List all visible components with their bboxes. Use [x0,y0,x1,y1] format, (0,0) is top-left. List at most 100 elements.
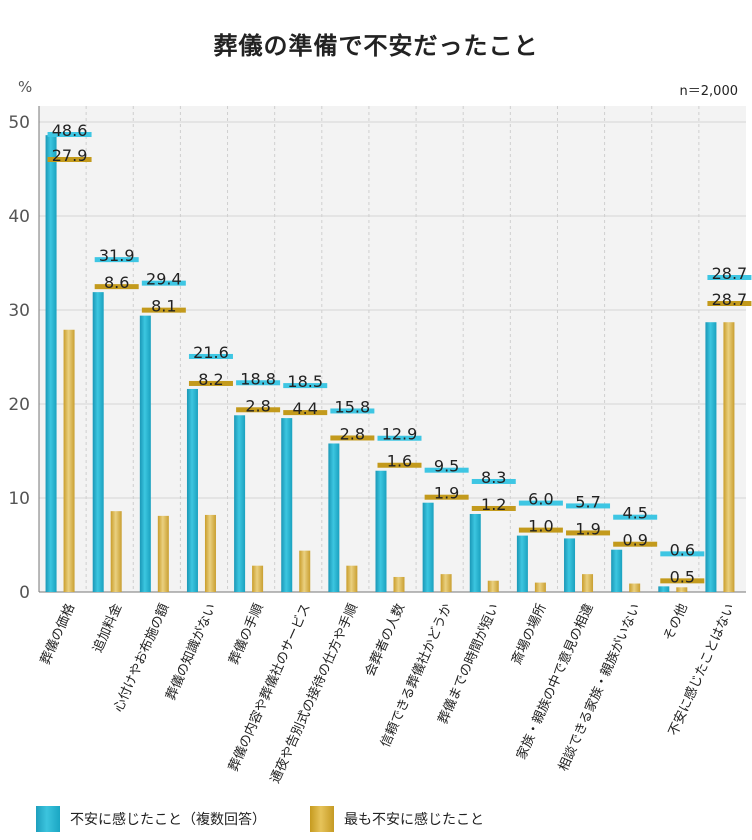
y-tick-label: 10 [8,489,30,509]
data-label-series2: 2.8 [340,424,365,443]
data-label-series1: 28.7 [712,264,748,283]
bar-series1 [658,586,670,592]
data-label-series1: 21.6 [193,343,229,362]
bar-series2 [393,576,405,592]
y-axis-unit: % [18,78,33,96]
data-label-series2: 1.2 [481,495,506,514]
x-tick-label: 葬儀の手順 [227,602,267,667]
bar-series1 [92,292,104,592]
data-label-series1: 5.7 [575,492,600,511]
bar-series1 [45,135,57,592]
data-label-series1: 48.6 [52,121,88,140]
data-label-bar-series1 [424,467,469,473]
data-label-series2: 1.0 [528,517,553,536]
data-label-bar-series2 [518,527,563,533]
x-tick-label: 相談できる家族・親族がいない [555,601,644,774]
data-label-bar-series2 [330,435,375,441]
legend-label-series1: 不安に感じたこと（複数回答） [70,812,266,828]
data-label-series1: 18.8 [240,369,276,388]
data-label-series1: 18.5 [287,372,323,391]
bar-series1 [375,470,387,592]
bar-series2 [582,574,594,592]
data-label-bar-series2 [707,301,752,306]
bar-series2 [252,565,264,592]
data-label-bar-series2 [283,410,328,416]
data-label-bar-series2 [471,505,516,511]
bar-chart: 0 10 20 30 40 50 48.6 27.9 葬儀の価格 31.9 8.6 追加料金 29.4 8… [8,106,752,786]
data-label-series1: 15.8 [335,397,371,416]
bar-series1 [186,388,198,592]
data-label-series1: 8.3 [481,468,506,487]
data-label-series1: 4.5 [622,504,647,523]
bar-series1 [234,415,246,592]
bar-series1 [516,535,528,592]
sample-size-label: n＝2,000 [679,84,738,99]
data-label-bar-series2 [424,494,469,500]
y-tick-label: 30 [8,301,30,321]
data-label-bar-series1 [283,383,328,389]
data-label-bar-series1 [141,280,186,286]
data-label-series1: 12.9 [382,425,418,444]
data-label-bar-series1 [377,435,422,441]
data-label-bar-series1 [236,380,281,386]
data-label-bar-series2 [613,541,658,547]
bar-series2 [723,322,735,592]
data-label-series2: 1.9 [434,484,459,503]
data-label-bar-series1 [94,257,139,263]
data-label-series2: 1.9 [575,519,600,538]
legend-item-series1: 不安に感じたこと（複数回答） [36,806,266,832]
bar-series1 [611,549,623,592]
bar-series1 [281,418,293,592]
data-label-series2: 8.1 [151,297,176,316]
x-tick-label: 斎場の場所 [508,601,549,667]
data-label-bar-series2 [566,530,611,536]
bar-series1 [705,322,717,592]
bar-series2 [676,587,688,592]
bar-series2 [534,582,546,592]
plot-area [39,106,746,592]
data-label-series2: 4.4 [293,399,318,418]
data-label-series2: 28.7 [712,290,748,309]
data-label-bar-series2 [660,578,705,584]
y-tick-label: 50 [8,113,30,133]
data-label-series2: 8.2 [198,370,223,389]
data-label-bar-series1 [613,514,658,520]
x-tick-label: 通夜や告別式の接待の仕方や手順 [267,601,361,786]
bar-series1 [564,538,576,592]
data-label-series2: 2.8 [245,396,270,415]
data-label-series1: 0.6 [670,540,695,559]
data-label-bar-series1 [566,503,611,509]
legend-item-series2: 最も不安に感じたこと [310,806,484,832]
legend-swatch-series2 [310,806,334,832]
bar-series2 [110,511,122,592]
y-tick-label: 20 [8,395,30,415]
data-label-bar-series2 [188,380,233,386]
bar-series2 [629,583,641,592]
bar-series1 [139,315,151,592]
bar-series1 [469,513,481,592]
legend-label-series2: 最も不安に感じたこと [344,812,484,828]
data-label-bar-series2 [377,462,422,468]
x-tick-label: 会葬者の人数 [363,602,408,679]
x-tick-label: 葬儀の価格 [37,601,78,667]
y-tick-label: 0 [19,583,30,603]
bar-series2 [157,515,169,592]
x-tick-label: 葬儀の知識がない [163,601,220,703]
data-label-bar-series1 [660,551,705,557]
data-label-series2: 27.9 [52,146,88,165]
data-label-bar-series1 [707,275,752,280]
data-label-series1: 29.4 [146,270,182,289]
data-label-bar-series2 [141,307,186,313]
data-label-series2: 1.6 [387,452,412,471]
data-label-series2: 0.5 [670,567,695,586]
bar-series1 [422,502,434,592]
bar-series2 [440,574,452,592]
x-tick-label: 追加料金 [90,601,126,655]
x-tick-label: 葬儀の内容や葬儀社のサービス [225,601,314,774]
x-tick-label: その他 [661,602,691,644]
bar-series2 [63,329,75,592]
bar-series1 [328,443,340,592]
data-label-bar-series1 [518,500,563,506]
bar-series2 [299,550,311,592]
legend: 不安に感じたこと（複数回答） 最も不安に感じたこと [0,806,752,836]
